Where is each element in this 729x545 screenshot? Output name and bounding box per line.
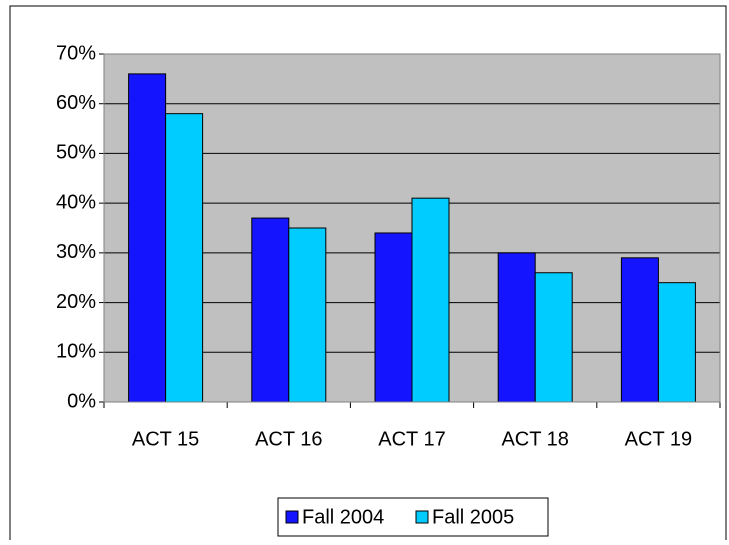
x-tick-label: ACT 16 <box>255 428 322 450</box>
x-tick-label: ACT 15 <box>132 428 199 450</box>
bar <box>411 197 450 403</box>
legend-swatch <box>285 510 299 524</box>
y-tick-label: 20% <box>56 291 96 313</box>
legend-box <box>277 497 549 537</box>
bar <box>165 113 204 403</box>
y-tick-label: 50% <box>56 142 96 164</box>
bar <box>657 282 696 403</box>
plot-border <box>103 53 721 403</box>
y-tick-label: 10% <box>56 341 96 363</box>
bar <box>128 73 167 403</box>
x-tick-label: ACT 18 <box>501 428 568 450</box>
y-tick-label: 70% <box>56 42 96 64</box>
y-tick-label: 0% <box>67 390 96 412</box>
bar <box>288 227 327 403</box>
legend-label: Fall 2004 <box>302 506 384 528</box>
x-tick-label: ACT 19 <box>625 428 692 450</box>
bar <box>251 217 290 403</box>
legend-swatch <box>415 510 429 524</box>
legend-label: Fall 2005 <box>432 506 514 528</box>
bar <box>497 252 536 403</box>
y-tick-label: 60% <box>56 92 96 114</box>
bar <box>534 272 573 403</box>
bar <box>620 257 659 403</box>
bar <box>374 232 413 403</box>
y-tick-label: 30% <box>56 241 96 263</box>
x-tick-label: ACT 17 <box>378 428 445 450</box>
y-tick-label: 40% <box>56 191 96 213</box>
